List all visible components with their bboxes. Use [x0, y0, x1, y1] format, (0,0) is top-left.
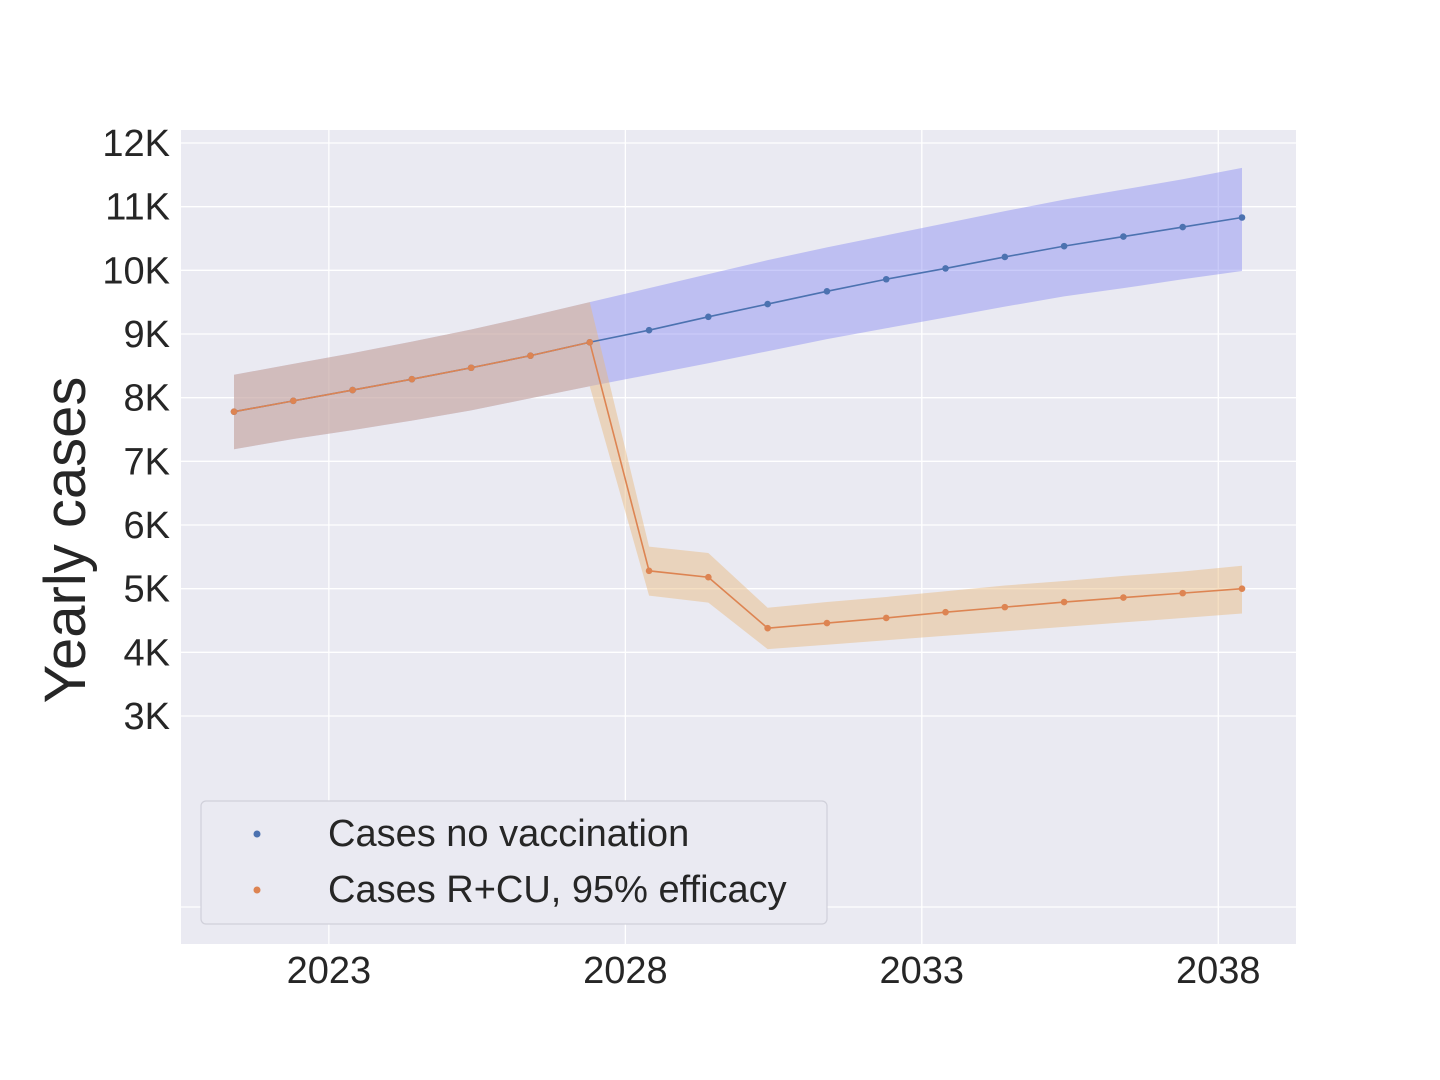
band-no-vaccination: [234, 167, 1242, 450]
point-rcu: [1120, 594, 1127, 601]
y-tick-label: 7K: [124, 441, 170, 483]
y-axis-label: Yearly cases: [33, 377, 98, 704]
y-tick-labels: 3K 4K 5K 6K 7K 8K 9K 10K 11K 12K: [102, 123, 170, 738]
legend-marker-no-vaccination: [253, 830, 261, 838]
point-rcu: [705, 573, 712, 581]
y-tick-label: 3K: [124, 696, 170, 738]
y-tick-label: 6K: [124, 505, 170, 547]
x-tick-labels: 2023 2028 2033 2038: [287, 950, 1261, 992]
point-rcu: [230, 408, 238, 415]
point-rcu: [1060, 598, 1068, 606]
point-no-vaccination: [645, 326, 653, 334]
point-rcu: [1179, 589, 1187, 597]
point-no-vaccination: [764, 300, 771, 308]
legend-label-rcu: Cases R+CU, 95% efficacy: [328, 869, 787, 911]
point-no-vaccination: [1120, 233, 1127, 240]
series-lines: [233, 216, 1243, 629]
point-rcu: [467, 364, 475, 372]
legend: Cases no vaccination Cases R+CU, 95% eff…: [200, 800, 828, 925]
grid: [181, 130, 1296, 944]
band-rcu: [234, 302, 1242, 650]
y-tick-label: 9K: [124, 314, 170, 356]
legend-frame: [200, 800, 828, 925]
point-rcu: [527, 352, 534, 359]
x-tick-label: 2023: [287, 950, 372, 992]
y-tick-label: 11K: [105, 187, 170, 229]
point-rcu: [586, 338, 594, 346]
point-no-vaccination: [705, 313, 712, 321]
point-rcu: [882, 614, 890, 622]
point-rcu: [645, 567, 653, 575]
point-rcu: [349, 386, 356, 394]
series-points: [230, 214, 1246, 632]
point-no-vaccination: [1179, 223, 1187, 231]
line-rcu: [233, 341, 1243, 629]
y-tick-label: 4K: [124, 632, 170, 674]
y-tick-label: 10K: [102, 250, 170, 292]
point-no-vaccination: [882, 275, 890, 283]
x-tick-label: 2038: [1176, 950, 1261, 992]
point-rcu: [764, 624, 771, 632]
point-rcu: [1001, 603, 1009, 611]
point-no-vaccination: [1001, 253, 1009, 261]
legend-label-no-vaccination: Cases no vaccination: [328, 813, 689, 855]
point-rcu: [1238, 585, 1246, 592]
confidence-bands: [234, 167, 1242, 650]
point-rcu: [289, 397, 297, 405]
point-no-vaccination: [823, 288, 831, 295]
point-rcu: [408, 375, 416, 383]
y-tick-label: 12K: [102, 123, 170, 165]
point-no-vaccination: [1060, 242, 1068, 250]
point-no-vaccination: [1238, 214, 1246, 221]
point-rcu: [823, 619, 831, 627]
y-tick-label: 8K: [124, 378, 170, 420]
legend-marker-rcu: [253, 886, 261, 894]
x-tick-label: 2028: [583, 950, 668, 992]
point-no-vaccination: [942, 265, 949, 272]
point-rcu: [942, 608, 949, 616]
y-tick-label: 5K: [124, 569, 170, 611]
x-tick-label: 2033: [880, 950, 965, 992]
